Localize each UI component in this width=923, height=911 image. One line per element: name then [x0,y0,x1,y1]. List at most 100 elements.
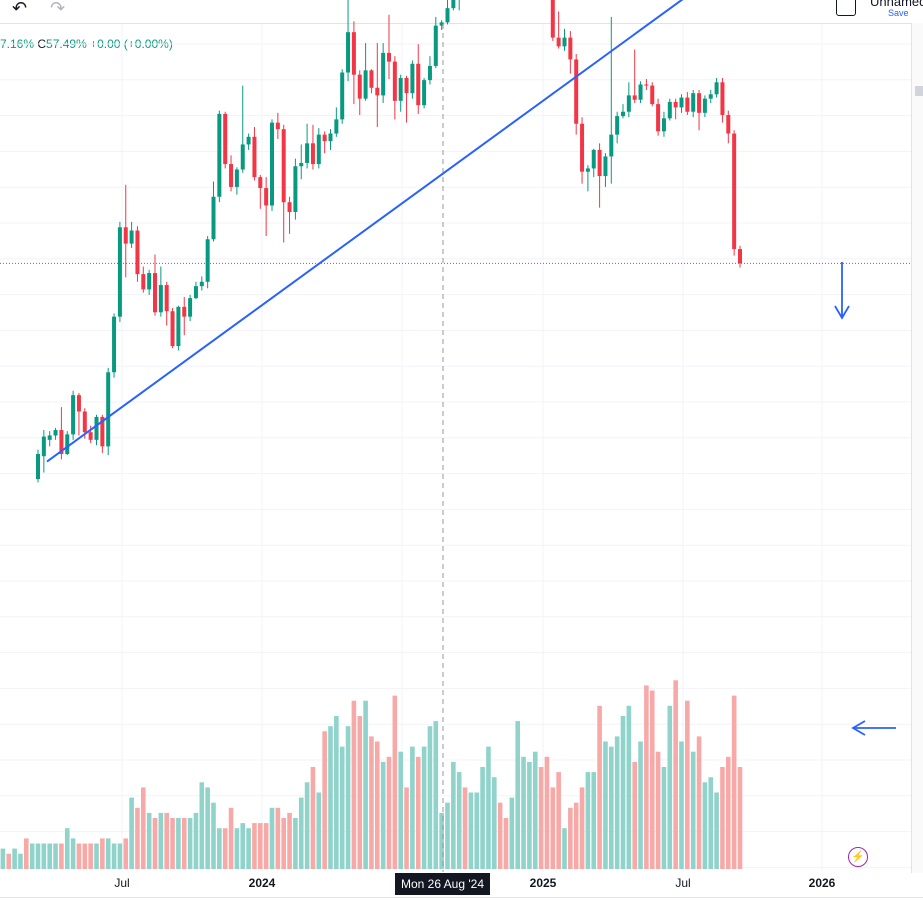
candle-body [626,95,631,112]
volume-bar [720,767,725,869]
volume-bar [82,843,88,869]
candle-body [94,416,99,440]
candle-body [603,156,608,177]
volume-bars [0,680,743,869]
candle-body [53,430,58,436]
candle-body [346,32,351,73]
volume-bar [568,807,573,869]
volume-bar [690,751,696,869]
candle-body [568,37,573,60]
candle-body [176,306,181,347]
candle-body [416,63,421,106]
candle-body [433,25,438,66]
candle-body [451,0,456,9]
candle-body [170,311,175,347]
volume-bar [252,823,257,869]
volume-bar [12,848,17,869]
volume-bar [135,807,140,869]
trendline [46,0,684,463]
candle-body [100,416,105,447]
volume-bar [29,843,35,869]
volume-bar [544,756,550,869]
volume-bar [176,818,181,869]
volume-bar [492,777,497,869]
volume-bar [199,782,205,869]
volume-bar [41,843,47,869]
volume-bar [59,843,64,869]
volume-bar [6,853,12,869]
undo-icon[interactable]: ↶ [12,0,28,18]
candle-body [632,95,637,100]
volume-bar [141,787,146,869]
candle-body [410,63,415,94]
volume-bar [538,767,544,869]
candle-body [229,164,234,187]
candle-body [615,116,620,135]
candle-body [112,316,117,373]
volume-bar [421,746,427,869]
volume-bar [263,823,269,869]
candle-body [193,286,198,299]
candle-body [299,162,304,167]
volume-bar [509,797,515,869]
save-button[interactable]: Save [888,8,909,18]
crosshair-date-label: Mon 26 Aug '24 [395,873,490,895]
redo-icon[interactable]: ↷ [50,0,66,18]
volume-bar [258,823,263,869]
lightning-icon[interactable]: ⚡ [848,847,868,867]
candle-body [217,113,222,197]
candle-body [387,52,391,62]
volume-bar [702,782,708,869]
x-tick-jul-2025: Jul [675,876,691,890]
candle-body [621,111,625,117]
candle-body [199,281,204,287]
volume-bar [527,761,532,869]
price-scale[interactable] [911,23,923,873]
candle-body [585,168,590,172]
candle-body [726,115,731,134]
arrow-left-icon [851,720,896,736]
candle-body [188,298,193,317]
candle-body [234,169,239,187]
volume-bar [427,726,433,869]
volume-bar [386,756,392,869]
candle-body [281,129,286,203]
volume-bar [591,772,597,869]
candle-body [223,113,228,165]
volume-bar [632,761,637,869]
layout-icon[interactable] [836,0,856,16]
volume-bar [667,705,673,869]
volume-bar [731,695,737,869]
volume-bar [334,716,339,869]
candle-body [369,70,374,88]
candle-body [638,84,643,100]
candle-body [720,82,725,116]
candle-body [650,85,655,105]
candle-body [252,136,257,178]
candle-body [375,87,380,96]
candle-body [76,395,81,412]
volume-bar [415,756,421,869]
candle-body [562,37,567,47]
volume-bar [392,695,398,869]
volume-bar [24,838,29,869]
volume-bar [708,777,714,869]
layout-name[interactable]: Unnamed [870,0,923,9]
volume-bar [240,823,246,869]
price-scale-handle[interactable] [915,86,923,96]
candle-body [679,97,684,108]
candle-body [135,230,140,275]
volume-bar [298,797,304,869]
candle-body [47,435,52,440]
candle-body [264,188,269,206]
volume-bar [351,700,357,869]
volume-bar [117,843,123,869]
candle-body [404,77,409,94]
volume-bar [357,716,363,869]
volume-bar [205,787,210,869]
candle-body [106,372,111,447]
volume-bar [269,807,275,869]
volume-bar [480,767,485,869]
candle-body [141,274,146,290]
